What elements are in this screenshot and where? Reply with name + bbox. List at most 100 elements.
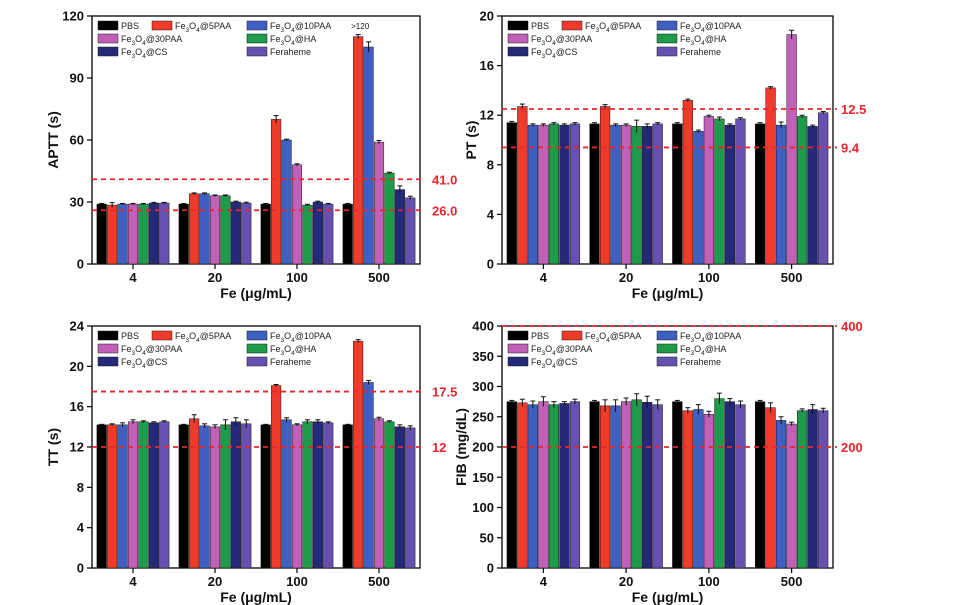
- reference-line-label: 17.5: [432, 385, 457, 400]
- x-tick-label: 20: [619, 270, 633, 285]
- bar-aptt-100-s6: [323, 203, 334, 265]
- x-tick-label: 4: [129, 270, 137, 285]
- legend-label-part: 3: [281, 337, 285, 344]
- legend-swatch: [246, 33, 268, 44]
- bar-tt-100-s2: [281, 419, 292, 569]
- legend-label-part: O: [135, 34, 142, 44]
- x-tick-label: 4: [129, 574, 137, 589]
- legend-label-part: O: [545, 357, 552, 367]
- bar-aptt-500-s2: [363, 46, 374, 265]
- bar-tt-20-s3: [209, 426, 221, 569]
- legend-swatch: [507, 20, 529, 31]
- legend-label-part: @10PAA: [295, 331, 332, 341]
- legend-label-part: 4: [142, 40, 146, 47]
- legend-label-part: Fe: [175, 331, 186, 341]
- bar-pt-4-s0: [506, 122, 517, 265]
- legend-label-part: Fe: [531, 357, 542, 367]
- x-tick-label: 500: [368, 574, 390, 589]
- x-tick-label: 100: [698, 574, 720, 589]
- legend-label-part: 3: [691, 27, 695, 34]
- legend-label-part: @5PAA: [200, 331, 231, 341]
- legend-swatch: [246, 330, 268, 341]
- legend-label-part: Fe: [175, 21, 186, 31]
- bar-pt-4-s3: [538, 124, 549, 265]
- legend-label: Fe3O4@10PAA: [680, 21, 741, 34]
- bar-tt-20-s5: [230, 421, 241, 569]
- y-tick-label: 24: [70, 319, 85, 334]
- bar-pt-4-s1: [517, 106, 528, 265]
- legend-swatch: [97, 343, 119, 354]
- bar-tt-100-s1: [271, 385, 282, 569]
- legend-label-part: @30PAA: [556, 344, 593, 354]
- bar-pt-100-s3: [703, 116, 714, 265]
- legend-label-part: O: [135, 357, 142, 367]
- legend-label-part: 4: [291, 337, 295, 344]
- x-tick-label: 100: [286, 270, 308, 285]
- bar-aptt-20-s3: [209, 195, 221, 265]
- legend-label-part: 3: [542, 53, 546, 60]
- bar-aptt-100-s1: [271, 119, 282, 265]
- legend-label-part: 4: [291, 27, 295, 34]
- x-tick-label: 20: [619, 574, 633, 589]
- bar-pt-100-s6: [735, 118, 746, 265]
- legend-label-part: 4: [552, 363, 556, 370]
- y-tick-label: 0: [77, 257, 84, 272]
- bar-pt-100-s1: [682, 100, 693, 265]
- legend-label-part: 3: [132, 363, 136, 370]
- x-axis-label: Fe (μg/mL): [220, 589, 292, 605]
- x-axis-label: Fe (μg/mL): [220, 285, 292, 301]
- legend-label: Fe3O4@10PAA: [270, 21, 331, 34]
- legend-label-part: Fe: [121, 34, 132, 44]
- bar-aptt-100-s0: [260, 203, 271, 265]
- legend-label-part: 3: [186, 27, 190, 34]
- legend-label: Fe3O4@HA: [680, 344, 726, 357]
- legend-swatch: [97, 330, 119, 341]
- legend-label-part: 3: [281, 350, 285, 357]
- legend-label-part: 4: [291, 40, 295, 47]
- bar-tt-4-s6: [159, 421, 170, 569]
- legend-label-part: O: [694, 331, 701, 341]
- legend-label: Fe3O4@30PAA: [531, 344, 592, 357]
- legend-label-part: 4: [606, 337, 610, 344]
- bar-tt-500-s4: [384, 421, 395, 569]
- bar-fib-4-s6: [569, 401, 581, 569]
- y-tick-label: 16: [70, 399, 84, 414]
- bar-pt-100-s5: [724, 124, 736, 265]
- legend-label-text: Feraheme: [270, 47, 311, 57]
- x-tick-label: 20: [208, 270, 222, 285]
- x-tick-label: 500: [781, 270, 803, 285]
- reference-line-label: 41.0: [432, 172, 457, 187]
- fib-panel: 0 50 100 150 200 250 300 350 400 FIB (mg/dL) Fe (μ…: [453, 319, 863, 605]
- bar-tt-100-s6: [323, 422, 334, 569]
- bar-pt-500-s3: [786, 34, 797, 265]
- legend-label-part: 4: [701, 40, 705, 47]
- legend-label-part: @5PAA: [610, 331, 641, 341]
- y-tick-label: 0: [487, 561, 494, 576]
- legend-swatch: [561, 330, 583, 341]
- legend-label-part: 3: [132, 350, 136, 357]
- legend-label-part: Fe: [585, 21, 596, 31]
- legend-label-part: 3: [596, 27, 600, 34]
- legend-label-part: Fe: [680, 21, 691, 31]
- bar-aptt-20-s4: [220, 195, 231, 265]
- legend-label-text: Feraheme: [680, 357, 721, 367]
- legend-swatch: [246, 46, 268, 57]
- legend-label-part: @HA: [705, 344, 727, 354]
- x-tick-label: 500: [781, 574, 803, 589]
- bar-pt-100-s4: [714, 118, 725, 265]
- legend-label-part: 3: [281, 40, 285, 47]
- legend-label-part: 4: [196, 337, 200, 344]
- legend-swatch: [246, 343, 268, 354]
- y-tick-label: 350: [472, 349, 494, 364]
- legend-label-part: O: [189, 331, 196, 341]
- legend-label-part: Fe: [680, 344, 691, 354]
- y-tick-label: 8: [77, 480, 84, 495]
- reference-line-label: 12.5: [841, 102, 866, 117]
- bar-pt-20-s0: [589, 123, 600, 265]
- reference-line-label: 200: [841, 440, 863, 455]
- bar-fib-20-s4: [631, 399, 642, 569]
- legend-label-part: 3: [132, 40, 136, 47]
- bar-fib-500-s6: [818, 410, 829, 569]
- legend-label-part: O: [599, 21, 606, 31]
- legend-label-part: Fe: [121, 357, 132, 367]
